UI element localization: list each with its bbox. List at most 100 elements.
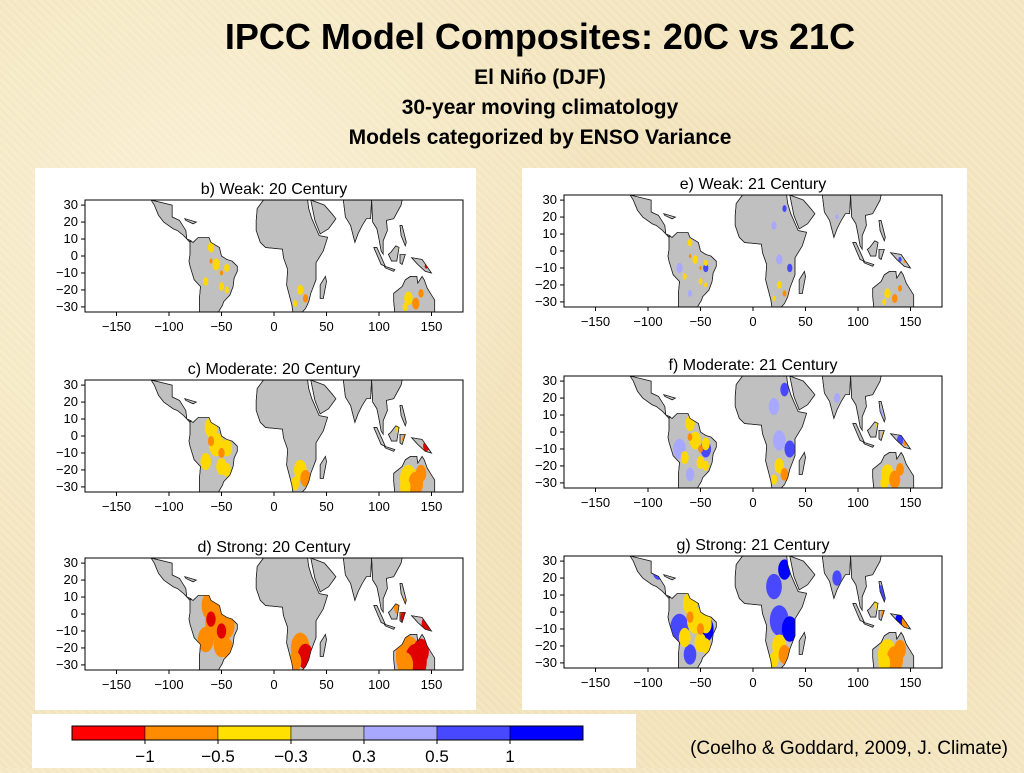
coastline [319, 633, 327, 657]
coastline [789, 556, 816, 591]
coastline [310, 200, 337, 235]
x-tick-label: −150 [581, 675, 610, 690]
coastline [821, 195, 851, 239]
anomaly-patch [222, 463, 231, 477]
anomaly-patch [768, 398, 780, 416]
y-tick-label: 10 [543, 226, 557, 241]
anomaly-patch [880, 476, 889, 488]
y-tick-label: −20 [56, 462, 78, 477]
x-tick-label: 150 [900, 495, 922, 510]
panel-title: b) Weak: 20 Century [201, 181, 347, 198]
coastline [393, 275, 436, 312]
coastline [866, 240, 879, 257]
anomaly-patch [776, 281, 782, 289]
y-tick-label: 30 [64, 377, 78, 392]
coastline [789, 195, 816, 230]
coastline [889, 433, 912, 450]
coastline [878, 248, 885, 261]
panel-title: f) Moderate: 21 Century [669, 357, 838, 374]
anomaly-patch [654, 382, 663, 397]
anomaly-patch [894, 639, 906, 659]
colorbar-segment [71, 725, 146, 741]
x-tick-label: 100 [847, 495, 869, 510]
coastline [862, 260, 875, 267]
x-tick-label: −150 [102, 499, 131, 514]
right-map-panels: e) Weak: 21 Century−150 −100 −50 0 50 100 1503… [535, 176, 943, 690]
coastline [866, 601, 879, 618]
coastline [850, 195, 882, 251]
anomaly-patch [891, 294, 898, 303]
anomaly-patch [687, 433, 693, 441]
coastline [821, 556, 851, 600]
x-tick-label: −150 [102, 677, 131, 692]
map-panel-g: g) Strong: 21 Century−150 −100 −50 0 50 100 15… [535, 537, 943, 690]
anomaly-patch [224, 263, 230, 273]
x-tick-label: 0 [749, 314, 756, 329]
coastline [866, 421, 879, 438]
colorbar-segment [363, 725, 438, 741]
map-content [629, 376, 915, 488]
x-tick-label: 0 [749, 495, 756, 510]
y-tick-label: 10 [543, 587, 557, 602]
coastline [734, 376, 808, 488]
anomaly-patch [686, 611, 694, 623]
x-tick-label: −150 [581, 495, 610, 510]
colorbar-segment [436, 725, 511, 741]
y-tick-label: 10 [543, 407, 557, 422]
anomaly-patch [397, 652, 414, 670]
anomaly-patch [292, 300, 298, 307]
x-tick-label: 100 [368, 499, 390, 514]
anomaly-patch [413, 638, 429, 665]
anomaly-patch [220, 637, 234, 659]
y-tick-label: 30 [543, 373, 557, 388]
coastline [393, 633, 436, 670]
land-mass [629, 195, 671, 238]
y-tick-label: −20 [535, 277, 557, 292]
x-tick-label: 100 [368, 677, 390, 692]
coastline [383, 265, 396, 272]
coastline [383, 623, 396, 630]
coastline [393, 455, 436, 492]
anomaly-patch [680, 451, 689, 464]
anomaly-patch [689, 431, 701, 450]
coastline [387, 425, 400, 442]
anomaly-patch [889, 470, 901, 488]
coastline [878, 429, 885, 442]
coastline [387, 603, 400, 620]
colorbar-segment [217, 725, 292, 741]
anomaly-patch [780, 468, 789, 481]
anomaly-patch [678, 627, 691, 647]
anomaly-patch [703, 259, 708, 267]
anomaly-patch [404, 291, 413, 306]
x-tick-label: 150 [421, 677, 443, 692]
y-tick-label: −10 [535, 441, 557, 456]
coastline [667, 412, 717, 488]
x-tick-label: 0 [749, 675, 756, 690]
y-tick-label: 30 [64, 197, 78, 212]
anomaly-patch [835, 214, 839, 220]
x-tick-label: −100 [154, 499, 183, 514]
coastline [310, 558, 337, 593]
anomaly-patch [878, 653, 891, 668]
map-panel-f: f) Moderate: 21 Century−150 −100 −50 0 50 100… [535, 357, 943, 510]
x-tick-label: −100 [633, 495, 662, 510]
x-tick-label: −100 [154, 319, 183, 334]
coastline [878, 581, 886, 603]
anomaly-patch [776, 254, 783, 265]
colorbar-segment [509, 725, 584, 741]
coastline [410, 437, 433, 454]
anomaly-patch [874, 408, 884, 422]
colorbar-label: −0.3 [274, 747, 308, 766]
anomaly-patch [782, 205, 787, 212]
coastline [342, 200, 372, 244]
anomaly-patch [412, 297, 420, 310]
x-tick-label: 50 [319, 319, 333, 334]
anomaly-patch [200, 452, 211, 470]
coastline [872, 451, 915, 488]
coastline [399, 611, 406, 624]
anomaly-patch [769, 651, 779, 668]
y-tick-label: −30 [56, 299, 78, 314]
anomaly-patch [772, 295, 776, 302]
coastline [734, 556, 808, 668]
y-tick-label: −30 [535, 475, 557, 490]
